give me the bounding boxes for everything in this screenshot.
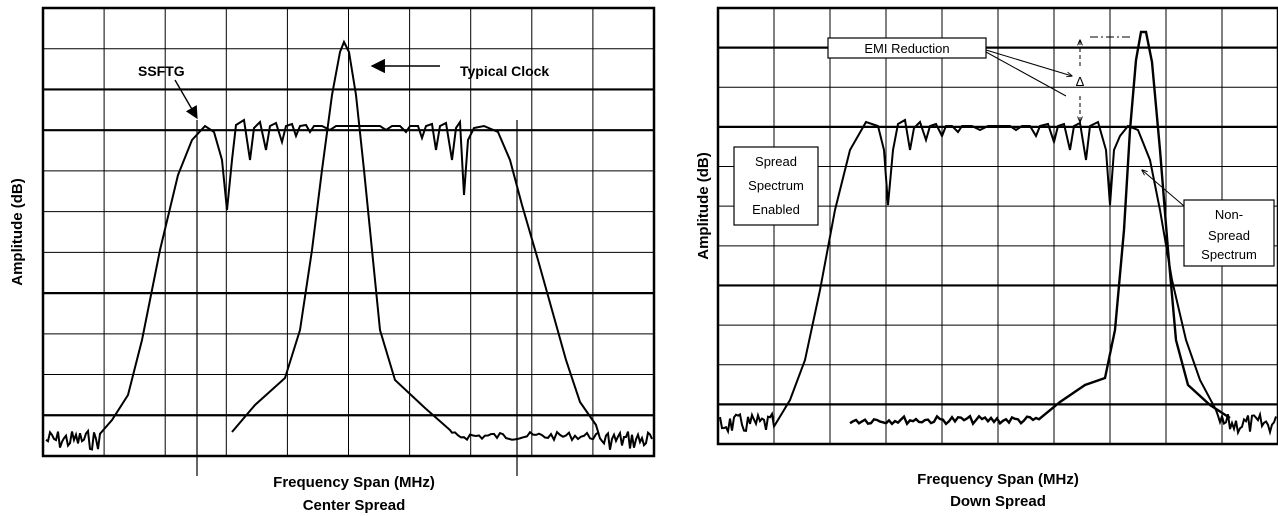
right-grid (718, 8, 1278, 444)
right-caption: Down Spread (950, 493, 1046, 510)
typical-clock-label: Typical Clock (460, 63, 549, 79)
left-panel: SSFTG Typical Clock Amplitude (dB) Frequ… (9, 6, 656, 514)
emi-pointer-lower (985, 51, 1067, 97)
ssftg-label: SSFTG (138, 63, 185, 79)
right-non-spread-curve (849, 30, 1231, 427)
spread-enabled-line-2: Spectrum (748, 178, 804, 193)
delta-symbol: Δ (1076, 74, 1085, 89)
left-grid (43, 8, 654, 456)
emi-reduction-label: EMI Reduction (864, 41, 949, 56)
non-spread-box (1183, 199, 1275, 267)
non-spread-line-2: Spread (1208, 228, 1250, 243)
right-spread-spectrum-curve (719, 118, 1277, 436)
left-typical-clock-curve (231, 39, 600, 443)
spread-enabled-box (733, 146, 819, 226)
non-spread-pointer (1142, 170, 1185, 207)
ssftg-arrow (174, 79, 198, 120)
left-caption: Center Spread (303, 497, 406, 514)
spread-enabled-line-3: Enabled (752, 202, 800, 217)
non-spread-line-3: Spectrum (1201, 247, 1257, 262)
spread-enabled-line-1: Spread (755, 154, 797, 169)
right-plot-frame (716, 6, 1278, 446)
emi-pointer-upper (985, 49, 1072, 76)
left-y-axis-label: Amplitude (dB) (9, 178, 26, 285)
left-x-axis-label: Frequency Span (MHz) (273, 474, 435, 491)
left-plot-frame (41, 6, 656, 458)
right-y-axis-label: Amplitude (dB) (695, 152, 712, 259)
right-x-axis-label: Frequency Span (MHz) (917, 471, 1079, 488)
right-panel: EMI Reduction Δ Spread Spectrum Enabled … (695, 6, 1278, 510)
left-spread-spectrum-curve (45, 118, 653, 451)
emi-reduction-box (827, 37, 987, 59)
non-spread-line-1: Non- (1215, 207, 1243, 222)
